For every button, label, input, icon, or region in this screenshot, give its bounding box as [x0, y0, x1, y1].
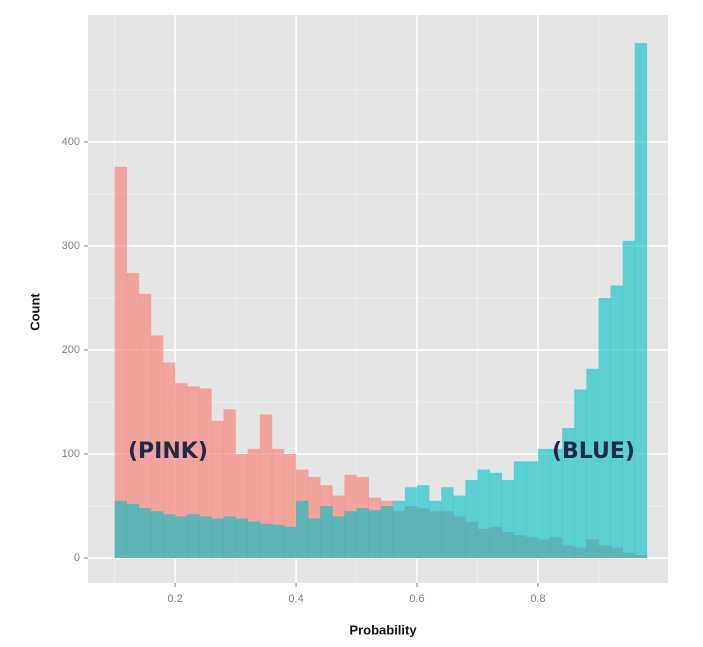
x-tick-label: 0.4 [288, 593, 303, 605]
histogram-bar [586, 368, 599, 559]
histogram-bar [368, 510, 382, 559]
histogram-bar [114, 166, 128, 559]
histogram-bar [162, 362, 176, 559]
histogram-bar [622, 240, 636, 559]
histogram-bar [175, 383, 188, 559]
histogram-bar [138, 293, 152, 559]
histogram-bar [537, 448, 551, 559]
annotation: (BLUE) [552, 439, 635, 464]
x-tick-label: 0.2 [167, 593, 182, 605]
histogram-bar [320, 506, 333, 559]
y-tick-label: 100 [62, 448, 80, 460]
histogram-bar [598, 297, 611, 559]
histogram-bar [283, 526, 297, 559]
histogram-bar [417, 485, 430, 559]
histogram-bar [223, 516, 236, 559]
histogram-bar [259, 523, 273, 559]
histogram-bar [501, 480, 515, 559]
histogram-bar [211, 518, 224, 559]
histogram-bar [610, 285, 623, 559]
histogram-bar [235, 518, 248, 559]
histogram-bar [392, 500, 406, 559]
x-axis-title: Probability [349, 622, 417, 637]
histogram-bar [199, 516, 212, 559]
x-tick-label: 0.8 [530, 593, 545, 605]
histogram-bar [550, 448, 563, 559]
histogram-bar [465, 480, 478, 559]
histogram-bar [162, 514, 176, 559]
histogram-bar [308, 518, 321, 559]
histogram-bar [126, 272, 140, 559]
y-axis-title: Count [27, 293, 42, 331]
histogram-bar [247, 521, 261, 559]
histogram-bar [380, 506, 394, 559]
histogram-bar [344, 511, 357, 559]
histogram-bar [259, 414, 273, 559]
histogram-bar [634, 43, 648, 559]
histogram-bar [525, 461, 539, 559]
histogram-bar [114, 500, 128, 559]
y-tick-label: 400 [62, 136, 80, 148]
histogram-bar [441, 487, 454, 559]
histogram-bar [187, 514, 200, 559]
histogram-bar [126, 503, 140, 559]
annotation: (PINK) [128, 439, 208, 464]
x-tick-label: 0.6 [409, 593, 424, 605]
histogram-bar [477, 469, 490, 559]
histogram-bar [562, 427, 575, 559]
histogram-bar [332, 516, 345, 559]
histogram-bar [296, 500, 309, 559]
histogram-bar [150, 335, 164, 559]
histogram-bar [271, 524, 285, 559]
histogram-bar [429, 500, 442, 559]
histogram-bar [404, 487, 418, 559]
histogram-bar [489, 472, 502, 559]
histogram-bar [150, 511, 164, 559]
histogram-bar [199, 388, 212, 559]
y-tick-label: 0 [74, 552, 80, 564]
histogram-bar [175, 516, 188, 559]
y-tick-label: 300 [62, 240, 80, 252]
histogram-bar [138, 508, 152, 559]
histogram-bar [513, 461, 527, 559]
y-tick-label: 200 [62, 344, 80, 356]
histogram-bar [356, 508, 369, 559]
histogram-bar [453, 495, 466, 559]
histogram-bar [574, 389, 587, 559]
